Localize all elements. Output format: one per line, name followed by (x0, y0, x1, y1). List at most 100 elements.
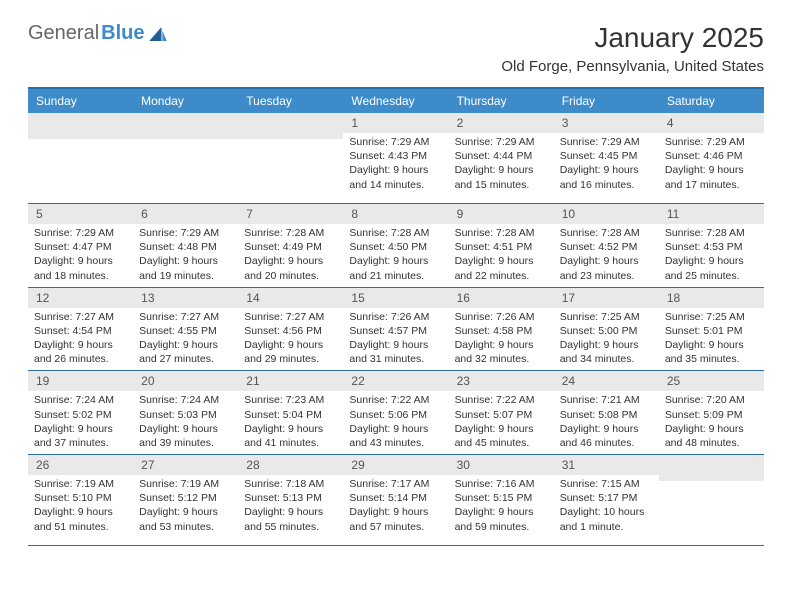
day-line: Sunset: 5:03 PM (139, 408, 232, 422)
day-line: Sunrise: 7:29 AM (349, 135, 442, 149)
day-number: 23 (449, 371, 554, 391)
day-line: Sunrise: 7:17 AM (349, 477, 442, 491)
day-cell: 23Sunrise: 7:22 AMSunset: 5:07 PMDayligh… (449, 371, 554, 454)
logo-text-blue: Blue (101, 22, 144, 45)
day-number: 2 (449, 113, 554, 133)
day-body: Sunrise: 7:27 AMSunset: 4:54 PMDaylight:… (28, 308, 133, 371)
day-body (238, 139, 343, 203)
day-cell: 26Sunrise: 7:19 AMSunset: 5:10 PMDayligh… (28, 455, 133, 545)
day-line: Sunset: 5:09 PM (665, 408, 758, 422)
day-line: Sunrise: 7:29 AM (665, 135, 758, 149)
day-body: Sunrise: 7:29 AMSunset: 4:46 PMDaylight:… (659, 133, 764, 196)
empty-cell (28, 113, 133, 203)
day-line: Sunrise: 7:18 AM (244, 477, 337, 491)
day-body: Sunrise: 7:26 AMSunset: 4:58 PMDaylight:… (449, 308, 554, 371)
day-number: 5 (28, 204, 133, 224)
day-line: Sunset: 5:08 PM (560, 408, 653, 422)
day-body: Sunrise: 7:17 AMSunset: 5:14 PMDaylight:… (343, 475, 448, 538)
day-line: Sunset: 4:51 PM (455, 240, 548, 254)
day-cell: 19Sunrise: 7:24 AMSunset: 5:02 PMDayligh… (28, 371, 133, 454)
day-body: Sunrise: 7:22 AMSunset: 5:06 PMDaylight:… (343, 391, 448, 454)
day-body: Sunrise: 7:24 AMSunset: 5:02 PMDaylight:… (28, 391, 133, 454)
day-number: 14 (238, 288, 343, 308)
day-cell: 12Sunrise: 7:27 AMSunset: 4:54 PMDayligh… (28, 288, 133, 371)
day-line: Sunset: 4:44 PM (455, 149, 548, 163)
empty-cell (238, 113, 343, 203)
day-cell: 2Sunrise: 7:29 AMSunset: 4:44 PMDaylight… (449, 113, 554, 203)
day-line: Daylight: 9 hours and 51 minutes. (34, 505, 127, 533)
day-number: 29 (343, 455, 448, 475)
day-line: Sunrise: 7:29 AM (139, 226, 232, 240)
day-line: Daylight: 9 hours and 20 minutes. (244, 254, 337, 282)
day-line: Sunset: 4:55 PM (139, 324, 232, 338)
day-header: Tuesday (238, 89, 343, 113)
day-body: Sunrise: 7:16 AMSunset: 5:15 PMDaylight:… (449, 475, 554, 538)
day-line: Sunrise: 7:29 AM (455, 135, 548, 149)
day-header: Sunday (28, 89, 133, 113)
day-body: Sunrise: 7:27 AMSunset: 4:55 PMDaylight:… (133, 308, 238, 371)
day-number: 22 (343, 371, 448, 391)
day-number: 9 (449, 204, 554, 224)
month-title: January 2025 (501, 22, 764, 54)
location-subtitle: Old Forge, Pennsylvania, United States (501, 58, 764, 75)
day-header: Monday (133, 89, 238, 113)
day-line: Daylight: 9 hours and 25 minutes. (665, 254, 758, 282)
day-cell: 1Sunrise: 7:29 AMSunset: 4:43 PMDaylight… (343, 113, 448, 203)
day-cell: 10Sunrise: 7:28 AMSunset: 4:52 PMDayligh… (554, 204, 659, 287)
day-line: Sunset: 5:15 PM (455, 491, 548, 505)
day-line: Sunset: 4:43 PM (349, 149, 442, 163)
day-line: Sunset: 4:53 PM (665, 240, 758, 254)
day-line: Sunrise: 7:23 AM (244, 393, 337, 407)
day-body: Sunrise: 7:28 AMSunset: 4:52 PMDaylight:… (554, 224, 659, 287)
day-number (238, 113, 343, 139)
day-line: Sunrise: 7:16 AM (455, 477, 548, 491)
day-line: Daylight: 9 hours and 14 minutes. (349, 163, 442, 191)
day-line: Sunrise: 7:27 AM (244, 310, 337, 324)
day-line: Daylight: 9 hours and 43 minutes. (349, 422, 442, 450)
day-number: 17 (554, 288, 659, 308)
day-number: 3 (554, 113, 659, 133)
day-line: Daylight: 9 hours and 53 minutes. (139, 505, 232, 533)
day-line: Sunset: 4:47 PM (34, 240, 127, 254)
day-number: 25 (659, 371, 764, 391)
day-number: 15 (343, 288, 448, 308)
day-line: Sunrise: 7:25 AM (665, 310, 758, 324)
day-cell: 31Sunrise: 7:15 AMSunset: 5:17 PMDayligh… (554, 455, 659, 545)
day-body: Sunrise: 7:29 AMSunset: 4:43 PMDaylight:… (343, 133, 448, 196)
day-number: 24 (554, 371, 659, 391)
day-body: Sunrise: 7:27 AMSunset: 4:56 PMDaylight:… (238, 308, 343, 371)
day-line: Sunset: 5:13 PM (244, 491, 337, 505)
day-number: 11 (659, 204, 764, 224)
day-body: Sunrise: 7:19 AMSunset: 5:12 PMDaylight:… (133, 475, 238, 538)
day-cell: 22Sunrise: 7:22 AMSunset: 5:06 PMDayligh… (343, 371, 448, 454)
day-number (133, 113, 238, 139)
day-number: 4 (659, 113, 764, 133)
day-line: Sunrise: 7:20 AM (665, 393, 758, 407)
day-body: Sunrise: 7:28 AMSunset: 4:49 PMDaylight:… (238, 224, 343, 287)
day-body: Sunrise: 7:29 AMSunset: 4:48 PMDaylight:… (133, 224, 238, 287)
day-line: Daylight: 9 hours and 32 minutes. (455, 338, 548, 366)
day-line: Sunset: 4:58 PM (455, 324, 548, 338)
day-line: Daylight: 9 hours and 22 minutes. (455, 254, 548, 282)
day-line: Daylight: 9 hours and 19 minutes. (139, 254, 232, 282)
day-number: 10 (554, 204, 659, 224)
day-line: Daylight: 9 hours and 59 minutes. (455, 505, 548, 533)
day-line: Sunset: 5:07 PM (455, 408, 548, 422)
day-number: 6 (133, 204, 238, 224)
day-cell: 7Sunrise: 7:28 AMSunset: 4:49 PMDaylight… (238, 204, 343, 287)
day-line: Sunrise: 7:27 AM (139, 310, 232, 324)
day-line: Daylight: 9 hours and 27 minutes. (139, 338, 232, 366)
day-line: Daylight: 9 hours and 37 minutes. (34, 422, 127, 450)
day-line: Sunset: 4:56 PM (244, 324, 337, 338)
day-cell: 24Sunrise: 7:21 AMSunset: 5:08 PMDayligh… (554, 371, 659, 454)
empty-cell (133, 113, 238, 203)
week-row: 5 Sunrise: 7:29 AM Sunset: 4:47 PM Daylight… (28, 204, 764, 288)
day-cell: 9Sunrise: 7:28 AMSunset: 4:51 PMDaylight… (449, 204, 554, 287)
day-body: Sunrise: 7:23 AMSunset: 5:04 PMDaylight:… (238, 391, 343, 454)
day-cell: 4Sunrise: 7:29 AMSunset: 4:46 PMDaylight… (659, 113, 764, 203)
day-cell: 3Sunrise: 7:29 AMSunset: 4:45 PMDaylight… (554, 113, 659, 203)
day-line: Sunrise: 7:19 AM (139, 477, 232, 491)
day-body: Sunrise: 7:24 AMSunset: 5:03 PMDaylight:… (133, 391, 238, 454)
day-line: Sunrise: 7:26 AM (455, 310, 548, 324)
day-line: Sunset: 4:52 PM (560, 240, 653, 254)
